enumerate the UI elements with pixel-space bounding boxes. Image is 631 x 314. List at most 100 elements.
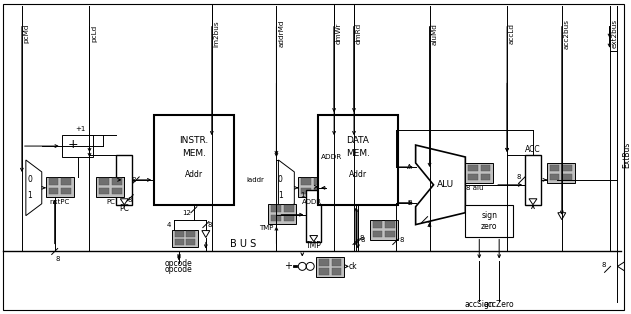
Bar — [186, 240, 195, 245]
Bar — [319, 268, 329, 275]
Text: zero: zero — [481, 222, 497, 231]
Bar — [316, 257, 344, 277]
Bar — [49, 188, 58, 194]
Text: 4: 4 — [167, 222, 171, 228]
Text: PC: PC — [106, 199, 115, 205]
Text: +: + — [68, 138, 78, 151]
Text: TMP: TMP — [259, 225, 274, 230]
Text: nxtPC: nxtPC — [50, 199, 70, 205]
Polygon shape — [416, 145, 465, 225]
Text: B U S: B U S — [230, 239, 257, 248]
Bar — [49, 178, 58, 185]
Text: 0: 0 — [27, 176, 32, 184]
Bar — [331, 268, 341, 275]
Text: acc2bus: acc2bus — [563, 19, 570, 49]
Bar — [301, 178, 311, 185]
Bar — [306, 190, 321, 241]
Text: Addr: Addr — [185, 171, 203, 179]
Bar — [271, 215, 281, 221]
Bar — [465, 163, 493, 183]
Bar — [331, 259, 341, 266]
Text: 1: 1 — [28, 191, 32, 200]
Text: ExtBus: ExtBus — [622, 142, 631, 168]
Bar — [61, 178, 71, 185]
Bar — [175, 240, 184, 245]
Text: 0: 0 — [278, 176, 283, 184]
Bar — [468, 165, 478, 171]
Bar — [298, 177, 326, 197]
Bar — [562, 174, 572, 181]
Bar — [97, 177, 124, 197]
Bar — [45, 177, 74, 197]
Bar — [370, 220, 398, 240]
Text: accLd: accLd — [509, 23, 515, 44]
Text: pcMd: pcMd — [24, 24, 30, 43]
Text: sign: sign — [481, 211, 497, 220]
Text: MEM.: MEM. — [346, 149, 370, 158]
Polygon shape — [202, 230, 209, 238]
Text: 1: 1 — [300, 192, 304, 198]
Text: Addr: Addr — [349, 171, 367, 179]
Text: ACC: ACC — [525, 144, 541, 154]
Text: ADDR: ADDR — [321, 154, 343, 160]
Bar — [284, 205, 293, 212]
Text: 8: 8 — [56, 257, 60, 263]
Bar — [271, 205, 281, 212]
Text: 8 alu: 8 alu — [466, 185, 484, 191]
Text: B: B — [407, 200, 411, 206]
Bar — [373, 221, 382, 228]
Text: +1: +1 — [75, 126, 86, 132]
Bar — [481, 174, 490, 181]
Bar — [99, 188, 109, 194]
Polygon shape — [618, 262, 625, 271]
Text: opcode: opcode — [165, 259, 193, 268]
Text: opcode: opcode — [165, 265, 193, 274]
Bar — [112, 188, 122, 194]
Bar — [314, 178, 323, 185]
Text: 8: 8 — [399, 236, 404, 242]
Text: +: + — [285, 261, 292, 271]
Text: 8: 8 — [517, 174, 521, 180]
Bar — [61, 188, 71, 194]
Bar — [62, 135, 93, 157]
Polygon shape — [529, 199, 537, 205]
Polygon shape — [26, 160, 42, 216]
Text: im2bus: im2bus — [214, 20, 220, 47]
Bar — [172, 230, 198, 247]
Bar — [550, 174, 560, 181]
Text: 12: 12 — [182, 210, 191, 216]
Text: aluMd: aluMd — [432, 23, 437, 45]
Bar — [465, 205, 513, 236]
Bar — [318, 115, 398, 205]
Bar — [186, 231, 195, 237]
Text: iaddr: iaddr — [247, 177, 264, 183]
Bar — [468, 174, 478, 181]
Bar — [112, 178, 122, 185]
Bar — [385, 221, 395, 228]
Bar — [562, 165, 572, 171]
Text: ck: ck — [349, 262, 358, 271]
Bar — [547, 163, 575, 183]
Polygon shape — [278, 160, 294, 216]
Text: ALU: ALU — [437, 180, 454, 189]
Bar — [301, 188, 311, 194]
Text: 8: 8 — [208, 222, 212, 228]
Bar — [99, 178, 109, 185]
Polygon shape — [310, 236, 317, 241]
Bar — [175, 231, 184, 237]
Bar — [154, 115, 233, 205]
Text: accZero: accZero — [484, 300, 514, 309]
Text: pcLd: pcLd — [91, 25, 97, 42]
Text: ADDR: ADDR — [302, 199, 322, 205]
Text: accSign: accSign — [464, 300, 494, 309]
Bar — [319, 259, 329, 266]
Bar — [385, 230, 395, 237]
Bar — [525, 155, 541, 205]
Polygon shape — [121, 199, 128, 205]
Text: A: A — [407, 164, 411, 170]
Bar — [373, 230, 382, 237]
Text: TMP: TMP — [306, 241, 322, 250]
Bar — [268, 204, 297, 224]
Text: dmRd: dmRd — [356, 23, 362, 44]
Text: MEM.: MEM. — [182, 149, 206, 158]
